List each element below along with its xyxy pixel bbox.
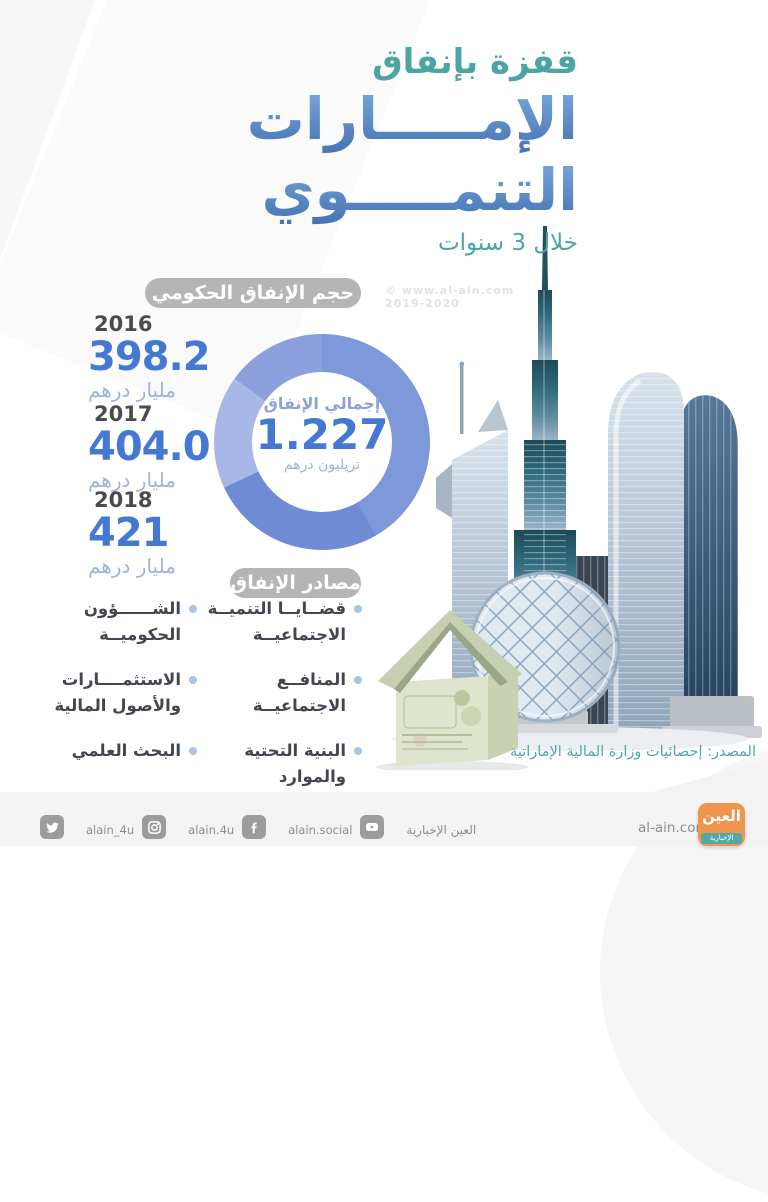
year-value: 398.2: [88, 334, 211, 380]
source-item: الاستثمــــارات والأصول المالية: [52, 667, 197, 719]
source-item: البحث العلمي: [52, 738, 197, 764]
twitter-handle[interactable]: alain_4u: [86, 823, 135, 837]
year-label: 2017: [94, 402, 153, 426]
logo-subtext: الإخبارية: [701, 833, 742, 844]
banknote-house: [376, 610, 528, 770]
instagram-icon[interactable]: [142, 815, 167, 839]
background-swoosh-corner: [0, 0, 95, 260]
burj-khalifa: [503, 226, 587, 738]
donut-center-label: إجمالي الإنفاق: [263, 394, 381, 413]
badge-spending-sources: مصادر الإنفاق: [230, 568, 361, 598]
title-line2: الإمـــــارات: [246, 85, 578, 153]
title-line3: التنمـــــوي: [247, 155, 578, 226]
year-label: 2018: [94, 488, 153, 512]
year-value: 404.0: [88, 424, 211, 470]
source-item: المنافــع الاجتماعيــة: [200, 667, 362, 719]
year-unit: مليار درهم: [88, 554, 176, 578]
sources-column-left: الشــــــؤون الحكوميــة الاستثمــــارات …: [52, 596, 197, 783]
badge-government-spending: حجم الإنفاق الحكومي: [145, 278, 361, 308]
year-unit: مليار درهم: [88, 468, 176, 492]
year-label: 2016: [94, 312, 153, 336]
twitter-icon[interactable]: [40, 815, 64, 839]
donut-center-unit: تريليون درهم: [283, 457, 361, 473]
title-line1: قفزة بإنفاق: [372, 42, 578, 82]
aldar-hq: [469, 571, 621, 733]
facebook-icon[interactable]: [242, 815, 267, 839]
year-stat-2018: 2018 421 مليار درهم: [88, 488, 176, 578]
year-stat-2016: 2016 398.2 مليار درهم: [88, 312, 211, 402]
instagram-handle[interactable]: alain.4u: [188, 823, 235, 837]
source-item: الشــــــؤون الحكوميــة: [52, 596, 197, 648]
youtube-icon[interactable]: [360, 815, 385, 839]
website-url[interactable]: al-ain.com: [638, 820, 709, 836]
data-source-note: المصدر: إحصائيات وزارة المالية الإماراتي…: [510, 744, 756, 760]
total-spending-donut-chart: إجمالي الإنفاق 1.227 تريليون درهم: [214, 334, 430, 550]
infographic-title: قفزة بإنفاق الإمـــــارات التنمـــــوي خ…: [247, 40, 578, 257]
year-stat-2017: 2017 404.0 مليار درهم: [88, 402, 211, 492]
watermark-horizontal: © www.al-ain.com 2019-2020: [385, 284, 515, 310]
year-unit: مليار درهم: [88, 378, 176, 402]
facebook-handle[interactable]: alain.social: [288, 823, 353, 837]
source-item: قضــايــا التنميــة الاجتماعيــة: [200, 596, 362, 648]
youtube-channel[interactable]: العين الإخبارية: [406, 823, 477, 837]
year-value: 421: [88, 510, 169, 556]
title-subtitle: خلال 3 سنوات: [437, 230, 578, 256]
donut-center-value: 1.227: [255, 410, 389, 459]
donut-center: إجمالي الإنفاق 1.227 تريليون درهم: [252, 372, 392, 512]
social-links: alain_4u alain.4u alain.social العين الإ…: [40, 815, 484, 839]
logo-text: العين: [702, 807, 741, 825]
al-ain-logo[interactable]: العين الإخبارية: [698, 803, 745, 846]
